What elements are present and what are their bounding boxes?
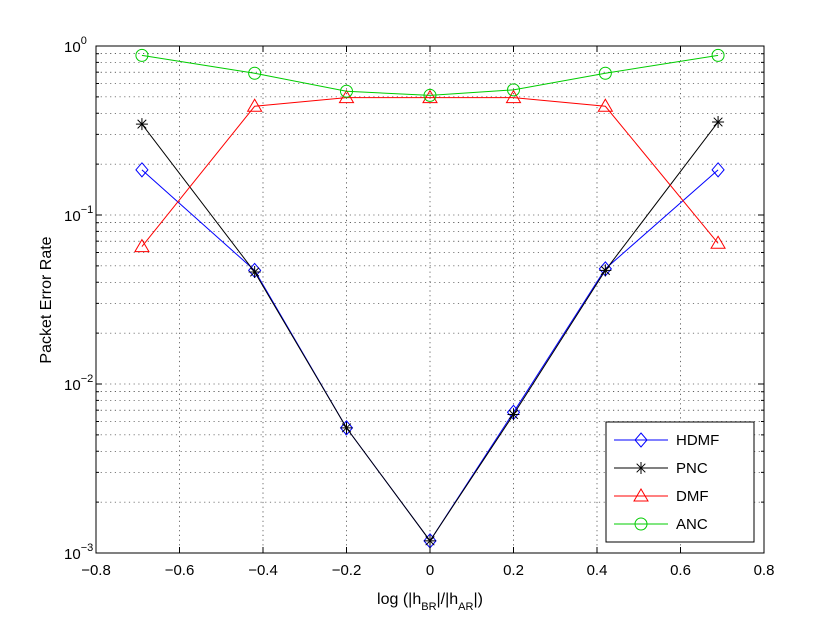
diamond-marker <box>339 420 354 436</box>
asterisk-stroke <box>249 267 260 277</box>
y-tick-base: 10 <box>64 208 81 225</box>
triangle-marker <box>134 238 150 253</box>
series-pnc <box>135 116 725 547</box>
asterisk-marker <box>424 534 436 547</box>
x-axis-label: log (|hBR|/|hAR|) <box>377 591 483 613</box>
asterisk-stroke <box>713 117 723 127</box>
asterisk-marker <box>248 265 261 278</box>
series-layer <box>134 48 726 549</box>
x-axis-label-middle: |/|h <box>437 591 459 608</box>
asterisk-stroke <box>508 409 519 420</box>
legend-label: DMF <box>676 488 709 505</box>
y-tick-exponent: −1 <box>81 204 94 216</box>
series-line <box>141 54 719 96</box>
x-tick-label: 0.2 <box>503 562 524 579</box>
x-axis-label-prefix: log (|h <box>377 591 421 608</box>
triangle-marker <box>710 235 726 249</box>
circle-marker <box>598 66 612 80</box>
asterisk-stroke <box>636 463 646 473</box>
circle-marker <box>340 84 353 98</box>
circle-marker <box>634 517 648 531</box>
y-tick-label: 100 <box>64 35 87 56</box>
asterisk-marker <box>599 264 612 277</box>
circle-marker <box>248 66 262 80</box>
x-tick-label: 0 <box>426 562 434 579</box>
legend-label: ANC <box>676 516 708 533</box>
asterisk-stroke <box>600 265 611 276</box>
y-tick-exponent: −2 <box>81 373 94 385</box>
series-anc <box>135 48 725 102</box>
diamond-marker <box>135 162 149 178</box>
legend-item: HDMF <box>614 432 719 449</box>
y-tick-exponent: −3 <box>81 542 94 554</box>
series-line <box>141 97 719 247</box>
x-axis-label-suffix: |) <box>473 591 482 608</box>
legend-label: PNC <box>676 460 708 477</box>
x-tick-label: 0.4 <box>587 562 608 579</box>
x-tick-label: 0.6 <box>670 562 691 579</box>
x-tick-label: −0.4 <box>248 562 278 579</box>
y-tick-label: 10−1 <box>64 204 93 225</box>
legend-label: HDMF <box>676 432 719 449</box>
y-axis-label: Packet Error Rate <box>38 236 55 363</box>
x-tick-label: −0.8 <box>81 562 111 579</box>
x-axis-label-sub2: AR <box>458 601 473 613</box>
y-tick-base: 10 <box>64 39 81 56</box>
triangle-marker <box>246 98 263 112</box>
diamond-marker <box>634 432 648 448</box>
circle-marker <box>135 48 149 62</box>
x-tick-label: −0.2 <box>332 562 362 579</box>
asterisk-marker <box>340 421 353 434</box>
x-axis-label-sub1: BR <box>421 601 436 613</box>
y-tick-base: 10 <box>64 377 81 394</box>
asterisk-marker <box>135 118 148 131</box>
asterisk-marker <box>507 408 520 421</box>
y-tick-label: 10−2 <box>64 373 93 394</box>
circle-marker <box>423 88 437 102</box>
triangle-marker <box>597 98 614 112</box>
asterisk-stroke <box>425 536 435 546</box>
circle-marker <box>507 83 520 97</box>
circle-marker <box>711 48 725 62</box>
legend: HDMF PNC DMF ANC <box>605 421 755 543</box>
legend-item: DMF <box>614 488 709 505</box>
x-tick-label: −0.6 <box>165 562 195 579</box>
legend-item: ANC <box>614 516 708 533</box>
legend-box <box>605 421 755 543</box>
asterisk-marker <box>635 462 647 474</box>
tick-labels: −0.8 −0.6 −0.4 −0.2 0 0.2 0.4 0.6 0.810010−110−2… <box>64 35 774 579</box>
asterisk-marker <box>712 116 725 129</box>
asterisk-stroke <box>341 423 352 433</box>
y-tick-label: 10−3 <box>64 542 93 563</box>
triangle-marker <box>505 89 522 104</box>
y-tick-exponent: 0 <box>81 35 87 47</box>
ticks <box>95 46 765 553</box>
triangle-marker <box>633 488 649 502</box>
triangle-marker <box>422 89 438 104</box>
diamond-marker <box>711 162 725 178</box>
x-tick-label: 0.8 <box>754 562 775 579</box>
y-tick-base: 10 <box>64 546 81 563</box>
legend-item: PNC <box>614 460 708 477</box>
asterisk-stroke <box>137 119 147 129</box>
grid <box>96 46 764 553</box>
